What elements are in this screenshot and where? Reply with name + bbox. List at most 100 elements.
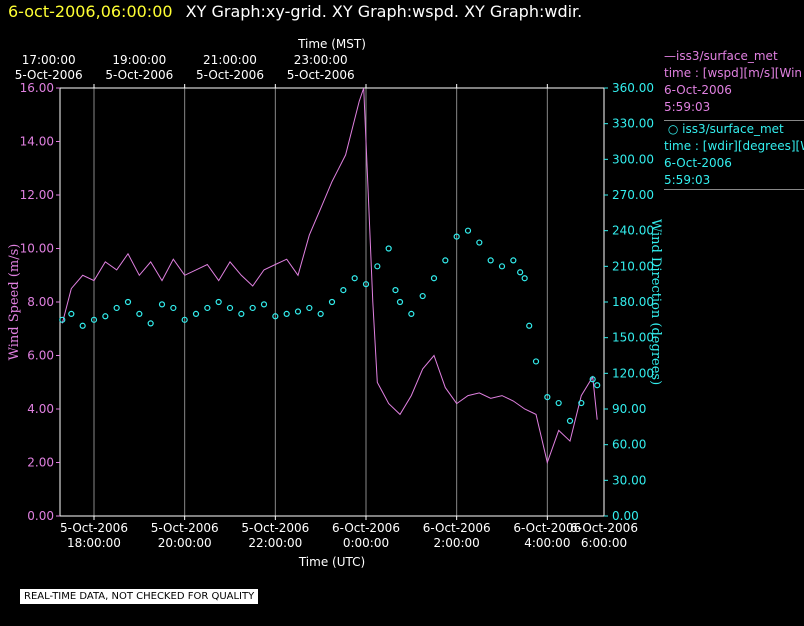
y-right-tick-label: 150.00 <box>612 331 654 345</box>
legend-wspd-desc: time : [wspd][m/s][Win <box>664 66 803 80</box>
x-bottom-tick-label: 4:00:00 <box>524 536 570 550</box>
wind-direction-point <box>272 313 279 320</box>
x-top-tick-label: 21:00:00 <box>203 53 257 67</box>
wind-direction-point <box>419 292 426 300</box>
wind-direction-point <box>351 275 358 282</box>
x-bottom-tick-label: 22:00:00 <box>248 536 302 550</box>
legend-wdir-name: ○ iss3/surface_met <box>664 122 784 136</box>
wind-direction-point <box>59 316 66 323</box>
wind-direction-point <box>392 287 399 294</box>
wind-direction-point <box>555 399 562 407</box>
x-bottom-tick-label: 6:00:00 <box>581 536 627 550</box>
wind-direction-point <box>170 304 177 312</box>
wind-direction-point <box>408 310 415 317</box>
wind-direction-point <box>362 281 370 288</box>
x-bottom-tick-label: 5-Oct-2006 <box>60 521 128 535</box>
x-top-tick-label: 5-Oct-2006 <box>105 68 173 82</box>
wind-direction-point <box>294 308 302 315</box>
quality-notice: REAL-TIME DATA, NOT CHECKED FOR QUALITY <box>20 589 259 604</box>
wind-direction-point <box>430 275 438 282</box>
wind-direction-point <box>113 304 120 312</box>
legend-wspd-name: —iss3/surface_met <box>664 49 778 63</box>
wind-direction-point <box>385 245 392 252</box>
y-left-axis-label: Wind Speed (m/s) <box>7 244 22 361</box>
x-bottom-tick-label: 0:00:00 <box>343 536 389 550</box>
legend-wspd-time: 5:59:03 <box>664 100 711 114</box>
y-left-tick-label: 6.00 <box>27 349 54 363</box>
wind-direction-point <box>226 304 234 312</box>
y-left-tick-label: 10.00 <box>20 242 54 256</box>
wind-direction-point <box>566 417 574 424</box>
wind-direction-point <box>79 322 86 329</box>
y-left-tick-label: 8.00 <box>27 295 54 309</box>
wind-direction-point <box>204 304 211 312</box>
y-right-tick-label: 0.00 <box>612 509 639 523</box>
wind-direction-point <box>147 320 154 327</box>
y-left-tick-label: 16.00 <box>20 81 54 95</box>
wind-direction-point <box>578 399 585 407</box>
wind-direction-point <box>442 257 449 264</box>
legend-wdir-desc: time : [wdir][degrees][W <box>664 139 804 153</box>
y-right-tick-label: 210.00 <box>612 259 654 273</box>
wind-direction-point <box>340 287 347 294</box>
legend-divider <box>664 189 804 190</box>
wind-direction-point <box>487 257 494 264</box>
wind-direction-point <box>589 376 596 383</box>
x-top-tick-label: 23:00:00 <box>294 53 348 67</box>
y-right-axis-label: Wind Direction (degrees) <box>648 219 663 385</box>
x-bottom-tick-label: 6-Oct-2006 <box>570 521 638 535</box>
wind-direction-point <box>396 298 404 306</box>
wind-direction-point <box>464 227 472 234</box>
wind-direction-point <box>102 313 109 320</box>
wind-direction-point <box>260 301 268 308</box>
y-left-tick-label: 14.00 <box>20 135 54 149</box>
x-bottom-tick-label: 6-Oct-2006 <box>332 521 400 535</box>
graph-names: XY Graph:xy-grid. XY Graph:wspd. XY Grap… <box>185 2 583 21</box>
y-left-tick-label: 0.00 <box>27 509 54 523</box>
y-left-tick-label: 2.00 <box>27 456 54 470</box>
wind-direction-point <box>517 269 524 276</box>
wind-direction-point <box>158 301 166 308</box>
wind-direction-point <box>90 316 98 323</box>
x-bottom-tick-label: 6-Oct-2006 <box>513 521 581 535</box>
wind-direction-point <box>521 275 528 282</box>
x-bottom-tick-label: 18:00:00 <box>67 536 121 550</box>
wind-direction-point <box>498 263 506 270</box>
wind-direction-point <box>510 257 517 264</box>
y-left-tick-label: 12.00 <box>20 188 54 202</box>
x-top-tick-label: 19:00:00 <box>112 53 166 67</box>
wind-direction-point <box>283 310 290 317</box>
y-right-tick-label: 180.00 <box>612 295 654 309</box>
x-top-tick-label: 5-Oct-2006 <box>196 68 264 82</box>
legend-wdir: ○ iss3/surface_met time : [wdir][degrees… <box>664 120 804 190</box>
title-time: 6-oct-2006,06:00:00 <box>8 2 173 21</box>
x-bottom-tick-label: 6-Oct-2006 <box>423 521 491 535</box>
wind-direction-point <box>124 298 132 306</box>
y-right-tick-label: 120.00 <box>612 366 654 380</box>
x-bottom-tick-label: 2:00:00 <box>434 536 480 550</box>
wind-direction-point <box>476 239 483 246</box>
x-bottom-tick-label: 5-Oct-2006 <box>151 521 219 535</box>
wind-direction-point <box>544 394 551 401</box>
wind-direction-point <box>215 298 222 306</box>
legend-wspd: —iss3/surface_met time : [wspd][m/s][Win… <box>664 48 804 116</box>
x-top-tick-label: 5-Oct-2006 <box>287 68 355 82</box>
x-top-tick-label: 5-Oct-2006 <box>15 68 83 82</box>
x-bottom-axis-label: Time (UTC) <box>298 555 365 569</box>
wind-direction-point <box>192 310 200 317</box>
wind-direction-point <box>306 304 313 312</box>
x-bottom-tick-label: 5-Oct-2006 <box>241 521 309 535</box>
wind-direction-point <box>317 310 324 317</box>
y-right-tick-label: 300.00 <box>612 152 654 166</box>
wind-direction-point <box>532 358 540 365</box>
legend-wspd-date: 6-Oct-2006 <box>664 83 732 97</box>
y-right-tick-label: 330.00 <box>612 117 654 131</box>
y-right-tick-label: 360.00 <box>612 81 654 95</box>
y-right-tick-label: 60.00 <box>612 438 646 452</box>
y-right-tick-label: 270.00 <box>612 188 654 202</box>
wind-direction-point <box>328 298 336 306</box>
y-right-tick-label: 90.00 <box>612 402 646 416</box>
y-left-tick-label: 4.00 <box>27 402 54 416</box>
wind-direction-point <box>594 382 601 389</box>
